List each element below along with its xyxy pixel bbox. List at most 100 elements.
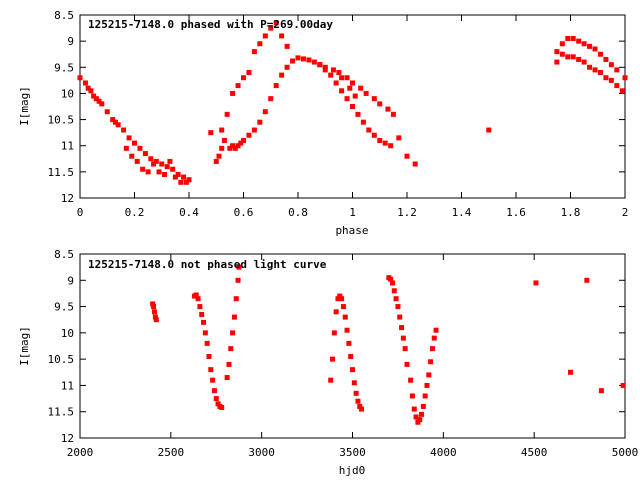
data-point [587, 43, 593, 49]
data-point [371, 96, 377, 102]
y-tick-label: 9 [67, 274, 74, 287]
x-tick-label: 0.4 [179, 206, 199, 219]
data-point [311, 59, 317, 65]
data-point [129, 153, 135, 159]
x-axis-label: phase [335, 224, 368, 237]
data-point [397, 314, 403, 320]
data-point [358, 85, 364, 91]
data-point [570, 54, 576, 60]
data-point [206, 354, 212, 360]
data-point [233, 296, 239, 302]
data-point [172, 174, 178, 180]
data-point [231, 314, 237, 320]
x-axis-label: hjd0 [339, 464, 366, 477]
data-point [614, 83, 620, 89]
data-point [104, 109, 110, 115]
data-point [230, 143, 236, 149]
y-tick-label: 10 [61, 87, 74, 100]
data-point [429, 346, 435, 352]
data-point [91, 93, 97, 99]
data-point [344, 327, 350, 333]
data-point [603, 75, 609, 81]
data-point [152, 314, 158, 320]
data-point [363, 90, 369, 96]
data-point [409, 393, 415, 399]
data-point [355, 111, 361, 117]
data-point [257, 119, 263, 125]
data-point [193, 292, 199, 298]
data-point [96, 98, 102, 104]
x-tick-label: 1.6 [506, 206, 526, 219]
data-point [137, 145, 143, 151]
data-point [333, 309, 339, 315]
x-tick-label: 0 [77, 206, 84, 219]
data-point [388, 276, 394, 282]
data-point [415, 419, 421, 425]
y-tick-label: 11 [61, 379, 74, 392]
data-point [93, 96, 99, 102]
data-point [213, 396, 219, 402]
data-point [181, 174, 187, 180]
y-tick-label: 11 [61, 140, 74, 153]
data-point [148, 156, 154, 162]
data-point [262, 33, 268, 39]
data-point [620, 382, 626, 388]
data-point [371, 132, 377, 138]
data-point [360, 119, 366, 125]
data-point [183, 179, 189, 185]
data-point [126, 135, 132, 141]
data-point [576, 56, 582, 62]
data-point [121, 127, 127, 133]
data-point [226, 361, 232, 367]
data-point [123, 145, 129, 151]
y-tick-label: 8.5 [54, 248, 74, 261]
x-tick-label: 1.8 [561, 206, 581, 219]
data-point [110, 117, 116, 123]
data-point [322, 67, 328, 73]
x-tick-label: 4500 [521, 446, 548, 459]
data-point [608, 62, 614, 68]
data-point [404, 361, 410, 367]
x-tick-label: 1.4 [452, 206, 472, 219]
data-point [199, 311, 205, 317]
data-point [236, 264, 242, 270]
data-point [134, 158, 140, 164]
data-point [576, 38, 582, 44]
data-point [151, 161, 157, 167]
data-point [339, 296, 345, 302]
data-point [167, 158, 173, 164]
x-tick-label: 0.6 [234, 206, 254, 219]
data-point [351, 380, 357, 386]
data-point [227, 145, 233, 151]
data-point [395, 304, 401, 310]
x-tick-label: 1 [349, 206, 356, 219]
y-tick-label: 11.5 [48, 166, 75, 179]
x-tick-label: 1.2 [397, 206, 417, 219]
data-point [230, 90, 236, 96]
data-point [570, 36, 576, 42]
data-point [350, 367, 355, 373]
data-point [355, 398, 361, 404]
data-point [211, 388, 217, 394]
data-point [402, 346, 408, 352]
data-point [156, 169, 162, 175]
data-point [424, 382, 430, 388]
data-point [559, 51, 565, 57]
tick-marks [79, 253, 626, 439]
data-point [295, 55, 301, 61]
y-tick-label: 12 [61, 432, 74, 445]
y-tick-label: 9.5 [54, 61, 74, 74]
data-point [426, 372, 432, 378]
x-tick-label: 5000 [612, 446, 639, 459]
data-point [592, 67, 598, 73]
data-point [559, 41, 565, 47]
data-point [232, 145, 238, 151]
data-point [344, 75, 350, 81]
data-point [153, 158, 159, 164]
data-point [340, 304, 346, 310]
data-point [251, 49, 257, 55]
data-point [178, 179, 184, 185]
data-point [99, 101, 105, 107]
data-point [159, 161, 165, 167]
